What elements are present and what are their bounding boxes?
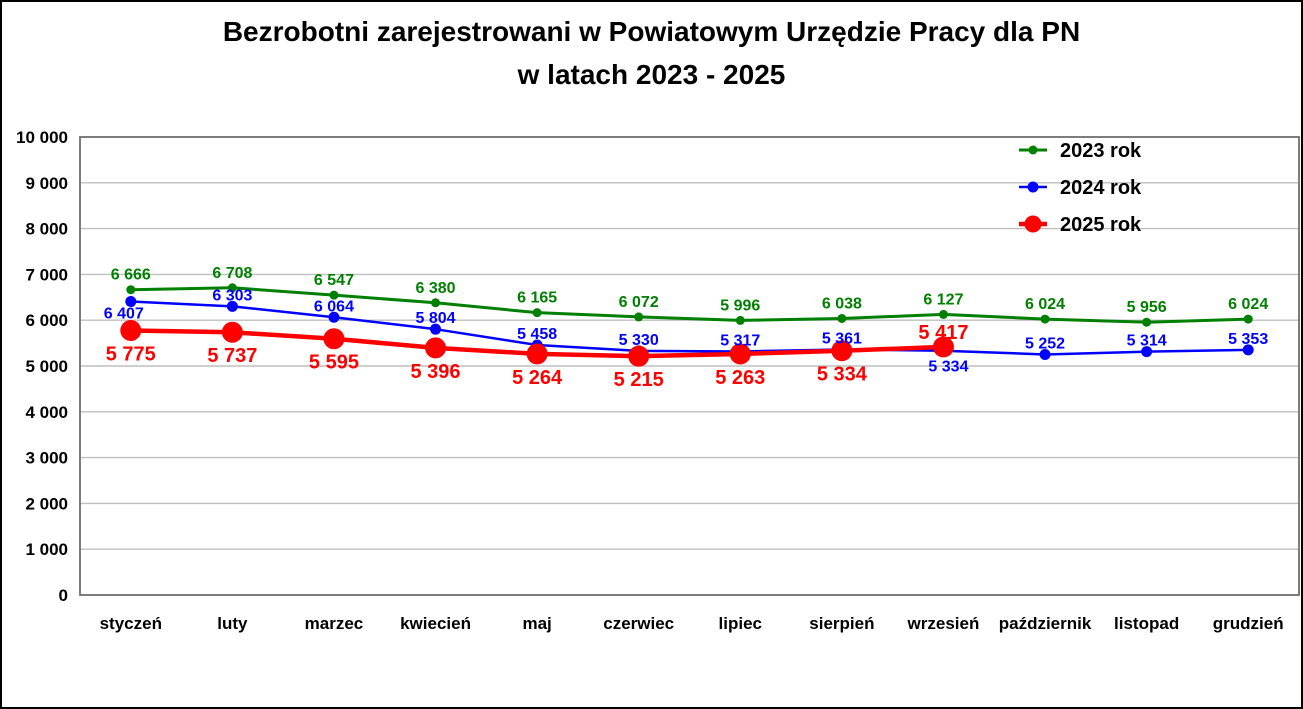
- x-axis-label-marzec: marzec: [305, 614, 364, 633]
- point-2025-rok-lipiec: [729, 343, 751, 365]
- legend-marker-2023-rok: [1028, 145, 1038, 155]
- legend-label-2023-rok: 2023 rok: [1060, 140, 1142, 162]
- y-axis-label-4000: 4 000: [25, 403, 68, 422]
- data-label-2023-rok-czerwiec: 6 072: [619, 294, 659, 311]
- y-axis-label-0: 0: [59, 586, 68, 605]
- point-2023-rok-czerwiec: [634, 312, 644, 322]
- data-label-2024-rok-styczeń: 6 407: [104, 306, 144, 323]
- point-2025-rok-maj: [526, 343, 548, 365]
- data-label-2023-rok-wrzesień: 6 127: [923, 291, 963, 308]
- y-axis-label-9000: 9 000: [25, 174, 68, 193]
- point-2023-rok-kwiecień: [431, 298, 441, 308]
- x-axis-label-sierpień: sierpień: [809, 614, 874, 633]
- point-2025-rok-czerwiec: [628, 345, 650, 367]
- x-axis-label-kwiecień: kwiecień: [400, 614, 471, 633]
- data-label-2023-rok-listopad: 5 956: [1127, 299, 1167, 316]
- point-2023-rok-październik: [1040, 314, 1050, 324]
- data-label-2023-rok-kwiecień: 6 380: [416, 280, 456, 297]
- point-2025-rok-kwiecień: [425, 337, 447, 359]
- point-2023-rok-lipiec: [735, 315, 745, 325]
- point-2023-rok-sierpień: [837, 313, 847, 323]
- data-label-2024-rok-wrzesień: 5 334: [928, 359, 968, 376]
- data-label-2025-rok-sierpień: 5 334: [817, 364, 868, 386]
- plot-border: [79, 136, 1300, 596]
- point-2024-rok-październik: [1039, 348, 1051, 360]
- y-axis-label-10000: 10 000: [16, 128, 68, 147]
- point-2023-rok-grudzień: [1243, 314, 1253, 324]
- point-2023-rok-luty: [227, 283, 237, 293]
- x-axis-label-listopad: listopad: [1114, 614, 1179, 633]
- point-2023-rok-listopad: [1142, 317, 1152, 327]
- data-label-2023-rok-grudzień: 6 024: [1228, 296, 1268, 313]
- point-2024-rok-grudzień: [1242, 344, 1254, 356]
- point-2023-rok-marzec: [329, 290, 339, 300]
- point-2023-rok-styczeń: [126, 285, 136, 295]
- chart-title-line1: Bezrobotni zarejestrowani w Powiatowym U…: [222, 16, 1081, 47]
- point-2025-rok-styczeń: [120, 320, 142, 342]
- x-axis-label-luty: luty: [217, 614, 248, 633]
- data-label-2025-rok-czerwiec: 5 215: [614, 369, 664, 391]
- data-label-2023-rok-luty: 6 708: [212, 265, 252, 282]
- y-axis-label-7000: 7 000: [25, 265, 68, 284]
- data-label-2023-rok-październik: 6 024: [1025, 296, 1065, 313]
- data-label-2024-rok-listopad: 5 314: [1127, 333, 1167, 350]
- legend-marker-2024-rok: [1027, 181, 1039, 193]
- x-axis-label-maj: maj: [522, 614, 551, 633]
- x-axis-label-wrzesień: wrzesień: [907, 614, 980, 633]
- data-label-2025-rok-styczeń: 5 775: [106, 344, 156, 366]
- point-2023-rok-wrzesień: [938, 309, 948, 319]
- x-axis-label-grudzień: grudzień: [1213, 614, 1284, 633]
- data-label-2024-rok-kwiecień: 5 804: [416, 310, 456, 327]
- y-axis-label-8000: 8 000: [25, 220, 68, 239]
- point-2024-rok-kwiecień: [430, 323, 442, 335]
- x-axis-label-styczeń: styczeń: [100, 614, 162, 633]
- data-label-2025-rok-maj: 5 264: [512, 367, 563, 389]
- point-2024-rok-listopad: [1141, 346, 1153, 358]
- data-label-2023-rok-maj: 6 165: [517, 290, 557, 307]
- data-label-2024-rok-grudzień: 5 353: [1228, 331, 1268, 348]
- data-label-2024-rok-marzec: 6 064: [314, 298, 354, 315]
- data-label-2025-rok-luty: 5 737: [207, 345, 257, 367]
- chart-title-line2: w latach 2023 - 2025: [517, 59, 786, 90]
- x-axis-label-czerwiec: czerwiec: [603, 614, 674, 633]
- point-2024-rok-luty: [226, 300, 238, 312]
- data-label-2025-rok-lipiec: 5 263: [715, 367, 765, 389]
- point-2025-rok-marzec: [323, 328, 345, 350]
- data-label-2023-rok-styczeń: 6 666: [111, 267, 151, 284]
- legend-label-2025-rok: 2025 rok: [1060, 214, 1142, 236]
- y-axis-label-3000: 3 000: [25, 449, 68, 468]
- point-2024-rok-marzec: [328, 311, 340, 323]
- series-line-2023-rok: [130, 286, 1249, 324]
- data-label-2023-rok-lipiec: 5 996: [720, 297, 760, 314]
- y-axis-label-6000: 6 000: [25, 311, 68, 330]
- data-label-2023-rok-sierpień: 6 038: [822, 295, 862, 312]
- legend-marker-2025-rok: [1024, 215, 1042, 233]
- series-line-2024-rok: [130, 300, 1249, 356]
- point-2025-rok-sierpień: [831, 340, 853, 362]
- y-axis-label-5000: 5 000: [25, 357, 68, 376]
- x-axis-label-październik: październik: [999, 614, 1092, 633]
- x-axis-label-lipiec: lipiec: [719, 614, 762, 633]
- data-label-2025-rok-wrzesień: 5 417: [918, 322, 968, 344]
- point-2023-rok-maj: [532, 308, 542, 318]
- data-label-2024-rok-czerwiec: 5 330: [619, 332, 659, 349]
- chart-title: Bezrobotni zarejestrowani w Powiatowym U…: [2, 10, 1301, 96]
- data-label-2024-rok-maj: 5 458: [517, 326, 557, 343]
- data-label-2024-rok-październik: 5 252: [1025, 335, 1065, 352]
- data-label-2025-rok-kwiecień: 5 396: [411, 361, 461, 383]
- data-label-2024-rok-lipiec: 5 317: [720, 332, 760, 349]
- data-label-2024-rok-sierpień: 5 361: [822, 330, 862, 347]
- y-axis-label-2000: 2 000: [25, 494, 68, 513]
- y-axis-label-1000: 1 000: [25, 540, 68, 559]
- data-label-2023-rok-marzec: 6 547: [314, 272, 354, 289]
- data-label-2024-rok-luty: 6 303: [212, 287, 252, 304]
- point-2025-rok-wrzesień: [932, 336, 954, 358]
- data-label-2025-rok-marzec: 5 595: [309, 352, 359, 374]
- point-2025-rok-luty: [221, 321, 243, 343]
- point-2024-rok-styczeń: [125, 296, 137, 308]
- legend-label-2024-rok: 2024 rok: [1060, 177, 1142, 199]
